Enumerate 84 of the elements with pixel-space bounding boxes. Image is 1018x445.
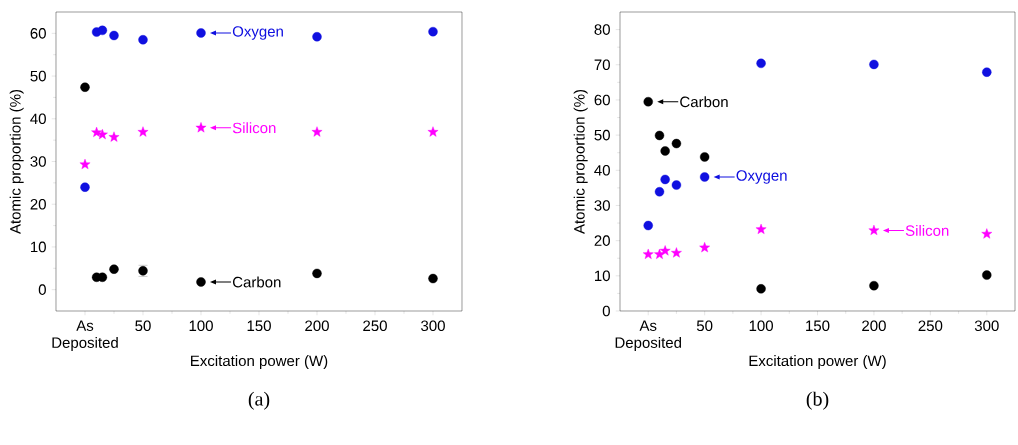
y-tick-label: 50 [30, 70, 46, 82]
point [755, 223, 767, 234]
point [654, 130, 665, 141]
point [108, 131, 120, 142]
y-tick-label: 0 [602, 305, 610, 317]
point [643, 97, 653, 107]
text: (a) [248, 391, 270, 410]
y-tick-label: 60 [594, 94, 610, 106]
annotation: Silicon [905, 224, 949, 236]
point [138, 35, 148, 45]
point [869, 280, 879, 291]
y-tick-label: 60 [30, 28, 46, 39]
y-tick-label: 40 [30, 113, 46, 125]
point [671, 247, 682, 258]
y-tick-label: 30 [30, 156, 46, 167]
point [869, 59, 879, 70]
y-axis-title: Atomic proportion (%) [573, 89, 588, 234]
point [195, 122, 207, 133]
point [428, 26, 438, 37]
x-tick-label: 250 [363, 320, 387, 332]
y-tick-label: 50 [594, 129, 610, 141]
y-tick-label: 20 [594, 235, 610, 246]
annotation: Carbon [232, 276, 281, 288]
point [642, 248, 654, 259]
text: (b) [806, 391, 829, 410]
x-tick-label: 200 [305, 320, 329, 332]
point [311, 126, 323, 137]
x-axis-title: Excitation power (W) [749, 355, 886, 370]
x-axis-title: Excitation power (W) [191, 355, 328, 370]
point [137, 126, 149, 137]
point [428, 273, 438, 284]
point [97, 128, 108, 140]
point [427, 126, 439, 137]
annotation: Oxygen [736, 170, 787, 184]
y-tick-label: 40 [594, 164, 610, 176]
point [756, 58, 766, 69]
x-tick-label: As Deposited [615, 320, 682, 351]
y-tick-label: 70 [594, 59, 610, 71]
y-tick-label: 0 [38, 284, 46, 295]
point [868, 224, 880, 236]
x-tick-label: 100 [189, 320, 213, 332]
point [981, 228, 993, 239]
point [699, 242, 710, 253]
point [312, 268, 322, 279]
x-tick-label: 300 [974, 320, 999, 332]
point [80, 182, 90, 192]
x-tick-label: 50 [135, 320, 151, 332]
point [643, 220, 653, 231]
point [80, 82, 90, 92]
point [660, 174, 670, 185]
point [196, 28, 206, 38]
x-tick-label: 150 [806, 320, 830, 332]
point [699, 152, 710, 162]
x-tick-label: 200 [862, 320, 886, 332]
point [671, 180, 682, 190]
x-tick-label: 100 [749, 320, 773, 332]
point [654, 187, 665, 197]
x-tick-label: As Deposited [52, 320, 118, 351]
point [97, 25, 108, 36]
x-tick-label: 250 [918, 320, 943, 332]
annotation: Carbon [680, 96, 728, 108]
x-tick-label: 50 [696, 320, 713, 332]
point [109, 30, 119, 41]
y-tick-label: 80 [594, 24, 610, 35]
point [312, 32, 322, 42]
x-tick-label: 150 [247, 320, 271, 332]
point [699, 172, 710, 182]
point [756, 284, 766, 294]
point [982, 270, 992, 280]
point [982, 67, 992, 77]
x-tick-label: 300 [421, 320, 445, 332]
point [109, 264, 119, 274]
annotation: Oxygen [232, 26, 283, 40]
y-tick-label: 20 [30, 198, 46, 210]
y-axis-title: Atomic proportion (%) [9, 89, 24, 234]
point [659, 245, 671, 256]
point [196, 277, 206, 287]
point [671, 138, 682, 149]
y-tick-label: 30 [594, 200, 610, 211]
point [79, 158, 91, 170]
y-tick-label: 10 [30, 241, 46, 253]
annotation: Silicon [232, 122, 276, 134]
point [660, 146, 670, 156]
y-tick-label: 10 [595, 270, 610, 282]
